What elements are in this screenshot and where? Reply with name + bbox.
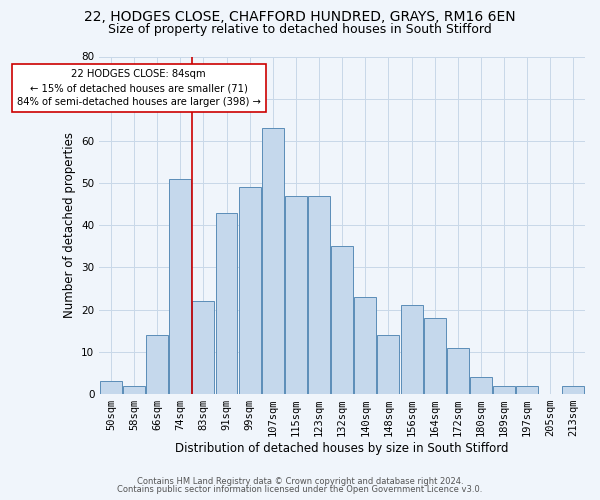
Bar — [470, 377, 492, 394]
Bar — [377, 335, 400, 394]
Bar — [331, 246, 353, 394]
Bar — [100, 382, 122, 394]
Bar — [493, 386, 515, 394]
Text: Contains public sector information licensed under the Open Government Licence v3: Contains public sector information licen… — [118, 485, 482, 494]
Bar — [401, 306, 422, 394]
Bar — [516, 386, 538, 394]
Bar — [123, 386, 145, 394]
Bar — [308, 196, 330, 394]
Text: Size of property relative to detached houses in South Stifford: Size of property relative to detached ho… — [108, 22, 492, 36]
Bar — [169, 179, 191, 394]
Bar — [239, 188, 260, 394]
X-axis label: Distribution of detached houses by size in South Stifford: Distribution of detached houses by size … — [175, 442, 509, 455]
Bar — [562, 386, 584, 394]
Bar — [285, 196, 307, 394]
Bar — [193, 301, 214, 394]
Bar — [215, 212, 238, 394]
Bar — [146, 335, 168, 394]
Text: 22, HODGES CLOSE, CHAFFORD HUNDRED, GRAYS, RM16 6EN: 22, HODGES CLOSE, CHAFFORD HUNDRED, GRAY… — [84, 10, 516, 24]
Text: Contains HM Land Registry data © Crown copyright and database right 2024.: Contains HM Land Registry data © Crown c… — [137, 477, 463, 486]
Bar — [262, 128, 284, 394]
Bar — [424, 318, 446, 394]
Text: 22 HODGES CLOSE: 84sqm
← 15% of detached houses are smaller (71)
84% of semi-det: 22 HODGES CLOSE: 84sqm ← 15% of detached… — [17, 69, 260, 107]
Y-axis label: Number of detached properties: Number of detached properties — [63, 132, 76, 318]
Bar — [447, 348, 469, 394]
Bar — [354, 297, 376, 394]
